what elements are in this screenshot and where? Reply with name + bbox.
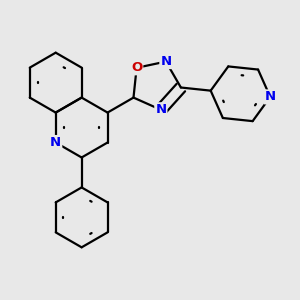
Text: N: N: [160, 55, 172, 68]
Text: N: N: [50, 136, 61, 149]
Text: N: N: [155, 103, 167, 116]
Text: N: N: [265, 90, 276, 104]
Text: O: O: [131, 61, 142, 74]
